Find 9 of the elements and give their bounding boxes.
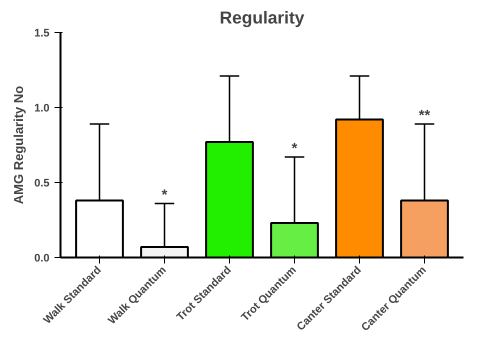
annotation: * <box>292 141 298 157</box>
annotation: ** <box>418 108 430 124</box>
y-tick-label: 0.0 <box>34 252 50 264</box>
chart-title: Regularity <box>220 8 305 28</box>
y-tick-label: 1.0 <box>34 102 50 114</box>
y-axis-title: AMG Regularity No <box>11 86 26 204</box>
y-tick-label: 0.5 <box>34 178 50 190</box>
y-tick-label: 1.5 <box>34 28 50 40</box>
annotation: * <box>162 188 168 204</box>
